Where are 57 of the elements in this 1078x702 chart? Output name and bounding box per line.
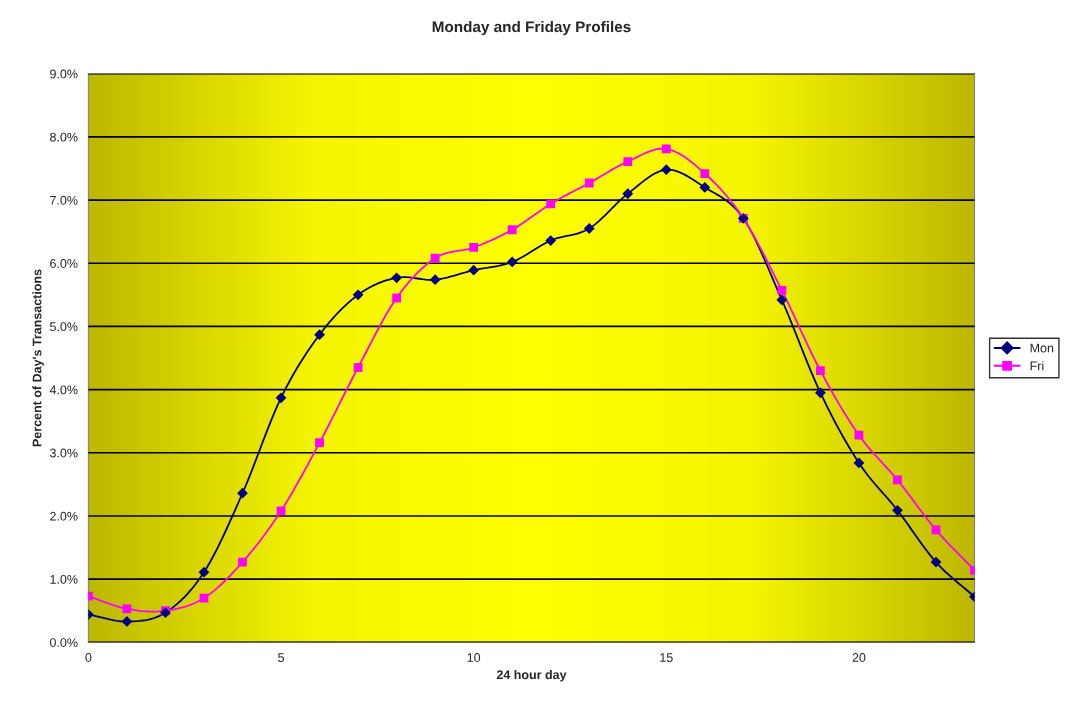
chart-title: Monday and Friday Profiles xyxy=(432,20,631,36)
point xyxy=(893,475,902,485)
x-tick-label: 10 xyxy=(467,653,481,662)
y-tick-label: 1.0% xyxy=(50,574,78,584)
point xyxy=(392,293,401,303)
point xyxy=(700,169,710,178)
y-axis-title: Percent of Day's Transactions xyxy=(32,269,44,447)
y-tick-label: 6.0% xyxy=(50,259,78,268)
point xyxy=(275,392,287,404)
point xyxy=(122,604,132,614)
y-tick-label: 2.0% xyxy=(50,511,78,521)
x-tick-label: 20 xyxy=(852,653,866,662)
point xyxy=(699,182,711,193)
point xyxy=(660,164,672,176)
x-tick-label: 5 xyxy=(278,653,284,662)
point xyxy=(622,188,634,200)
legend-label: Fri xyxy=(1030,361,1044,371)
point xyxy=(198,566,210,578)
point xyxy=(506,256,518,268)
point xyxy=(353,363,363,372)
x-tick-label: 0 xyxy=(85,653,92,662)
point xyxy=(429,274,441,286)
y-tick-label: 9.0% xyxy=(50,69,78,79)
point xyxy=(892,504,903,516)
point xyxy=(584,178,594,188)
point xyxy=(930,556,942,568)
y-tick-label: 4.0% xyxy=(49,385,78,395)
point xyxy=(853,457,865,469)
point xyxy=(816,366,825,376)
point xyxy=(546,199,556,209)
point xyxy=(583,223,595,234)
x-tick-label: 15 xyxy=(660,653,673,662)
y-tick-label: 0.0% xyxy=(49,638,78,647)
point xyxy=(507,225,517,235)
point xyxy=(352,289,364,301)
point xyxy=(469,243,479,252)
point xyxy=(661,144,671,154)
x-axis-title: 24 hour day xyxy=(496,669,567,682)
point xyxy=(623,157,633,166)
legend-label: Mon xyxy=(1030,343,1054,353)
point xyxy=(121,616,133,627)
point xyxy=(776,294,788,306)
point xyxy=(815,387,826,399)
y-tick-label: 8.0% xyxy=(50,132,78,142)
y-tick-label: 7.0% xyxy=(50,195,78,205)
point xyxy=(315,438,324,448)
point xyxy=(545,235,557,246)
point xyxy=(237,487,248,499)
point xyxy=(777,286,787,295)
point xyxy=(931,525,941,535)
point xyxy=(238,557,247,567)
point xyxy=(314,329,325,341)
point xyxy=(430,253,440,263)
y-tick-label: 3.0% xyxy=(49,448,78,458)
point xyxy=(391,272,402,284)
y-tick-label: 5.0% xyxy=(49,322,78,332)
point xyxy=(468,264,480,276)
